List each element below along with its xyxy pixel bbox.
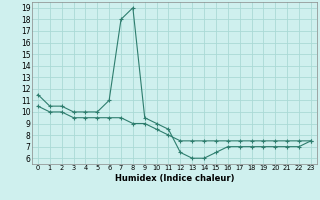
X-axis label: Humidex (Indice chaleur): Humidex (Indice chaleur)	[115, 174, 234, 183]
